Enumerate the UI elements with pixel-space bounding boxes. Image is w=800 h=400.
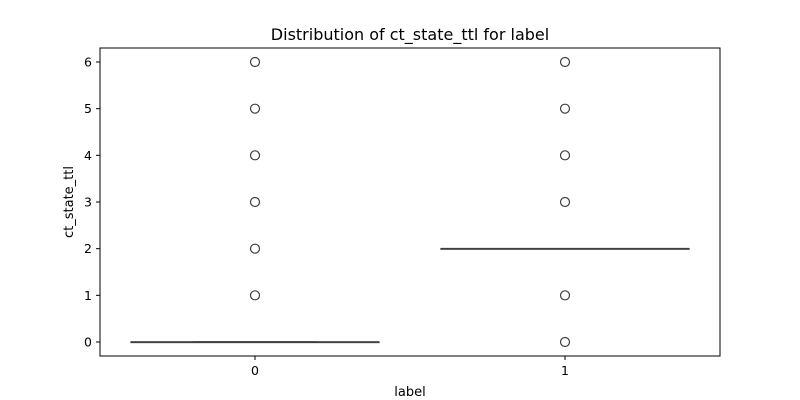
outlier-point <box>559 196 571 208</box>
chart-title: Distribution of ct_state_ttl for label <box>271 25 549 45</box>
outlier-point <box>249 103 261 114</box>
x-axis-label: label <box>394 385 425 400</box>
x-tick-label: 1 <box>561 363 569 378</box>
y-tick-label: 6 <box>84 55 92 70</box>
outlier-point <box>559 56 571 68</box>
y-tick-label: 3 <box>84 195 92 210</box>
y-tick-label: 2 <box>84 241 92 256</box>
y-tick-label: 4 <box>84 148 92 163</box>
y-axis-ticks: 0 1 2 3 4 5 6 <box>84 55 100 350</box>
outlier-point <box>559 150 571 161</box>
outlier-point <box>559 290 571 301</box>
outlier-point <box>559 103 571 114</box>
box-group-1 <box>440 56 690 348</box>
outlier-point <box>249 150 261 161</box>
outlier-point <box>249 56 261 68</box>
outlier-point <box>249 243 261 254</box>
x-tick-label: 0 <box>251 363 259 378</box>
y-tick-label: 5 <box>84 101 92 116</box>
axes-frame <box>99 47 721 357</box>
box-group-0 <box>130 56 380 344</box>
outlier-point <box>559 336 571 348</box>
outlier-point <box>249 196 261 208</box>
y-tick-label: 1 <box>84 288 92 303</box>
y-axis-label: ct_state_ttl <box>62 166 77 238</box>
plot-area <box>130 56 690 348</box>
y-tick-label: 0 <box>84 335 92 350</box>
outlier-point <box>249 290 261 301</box>
